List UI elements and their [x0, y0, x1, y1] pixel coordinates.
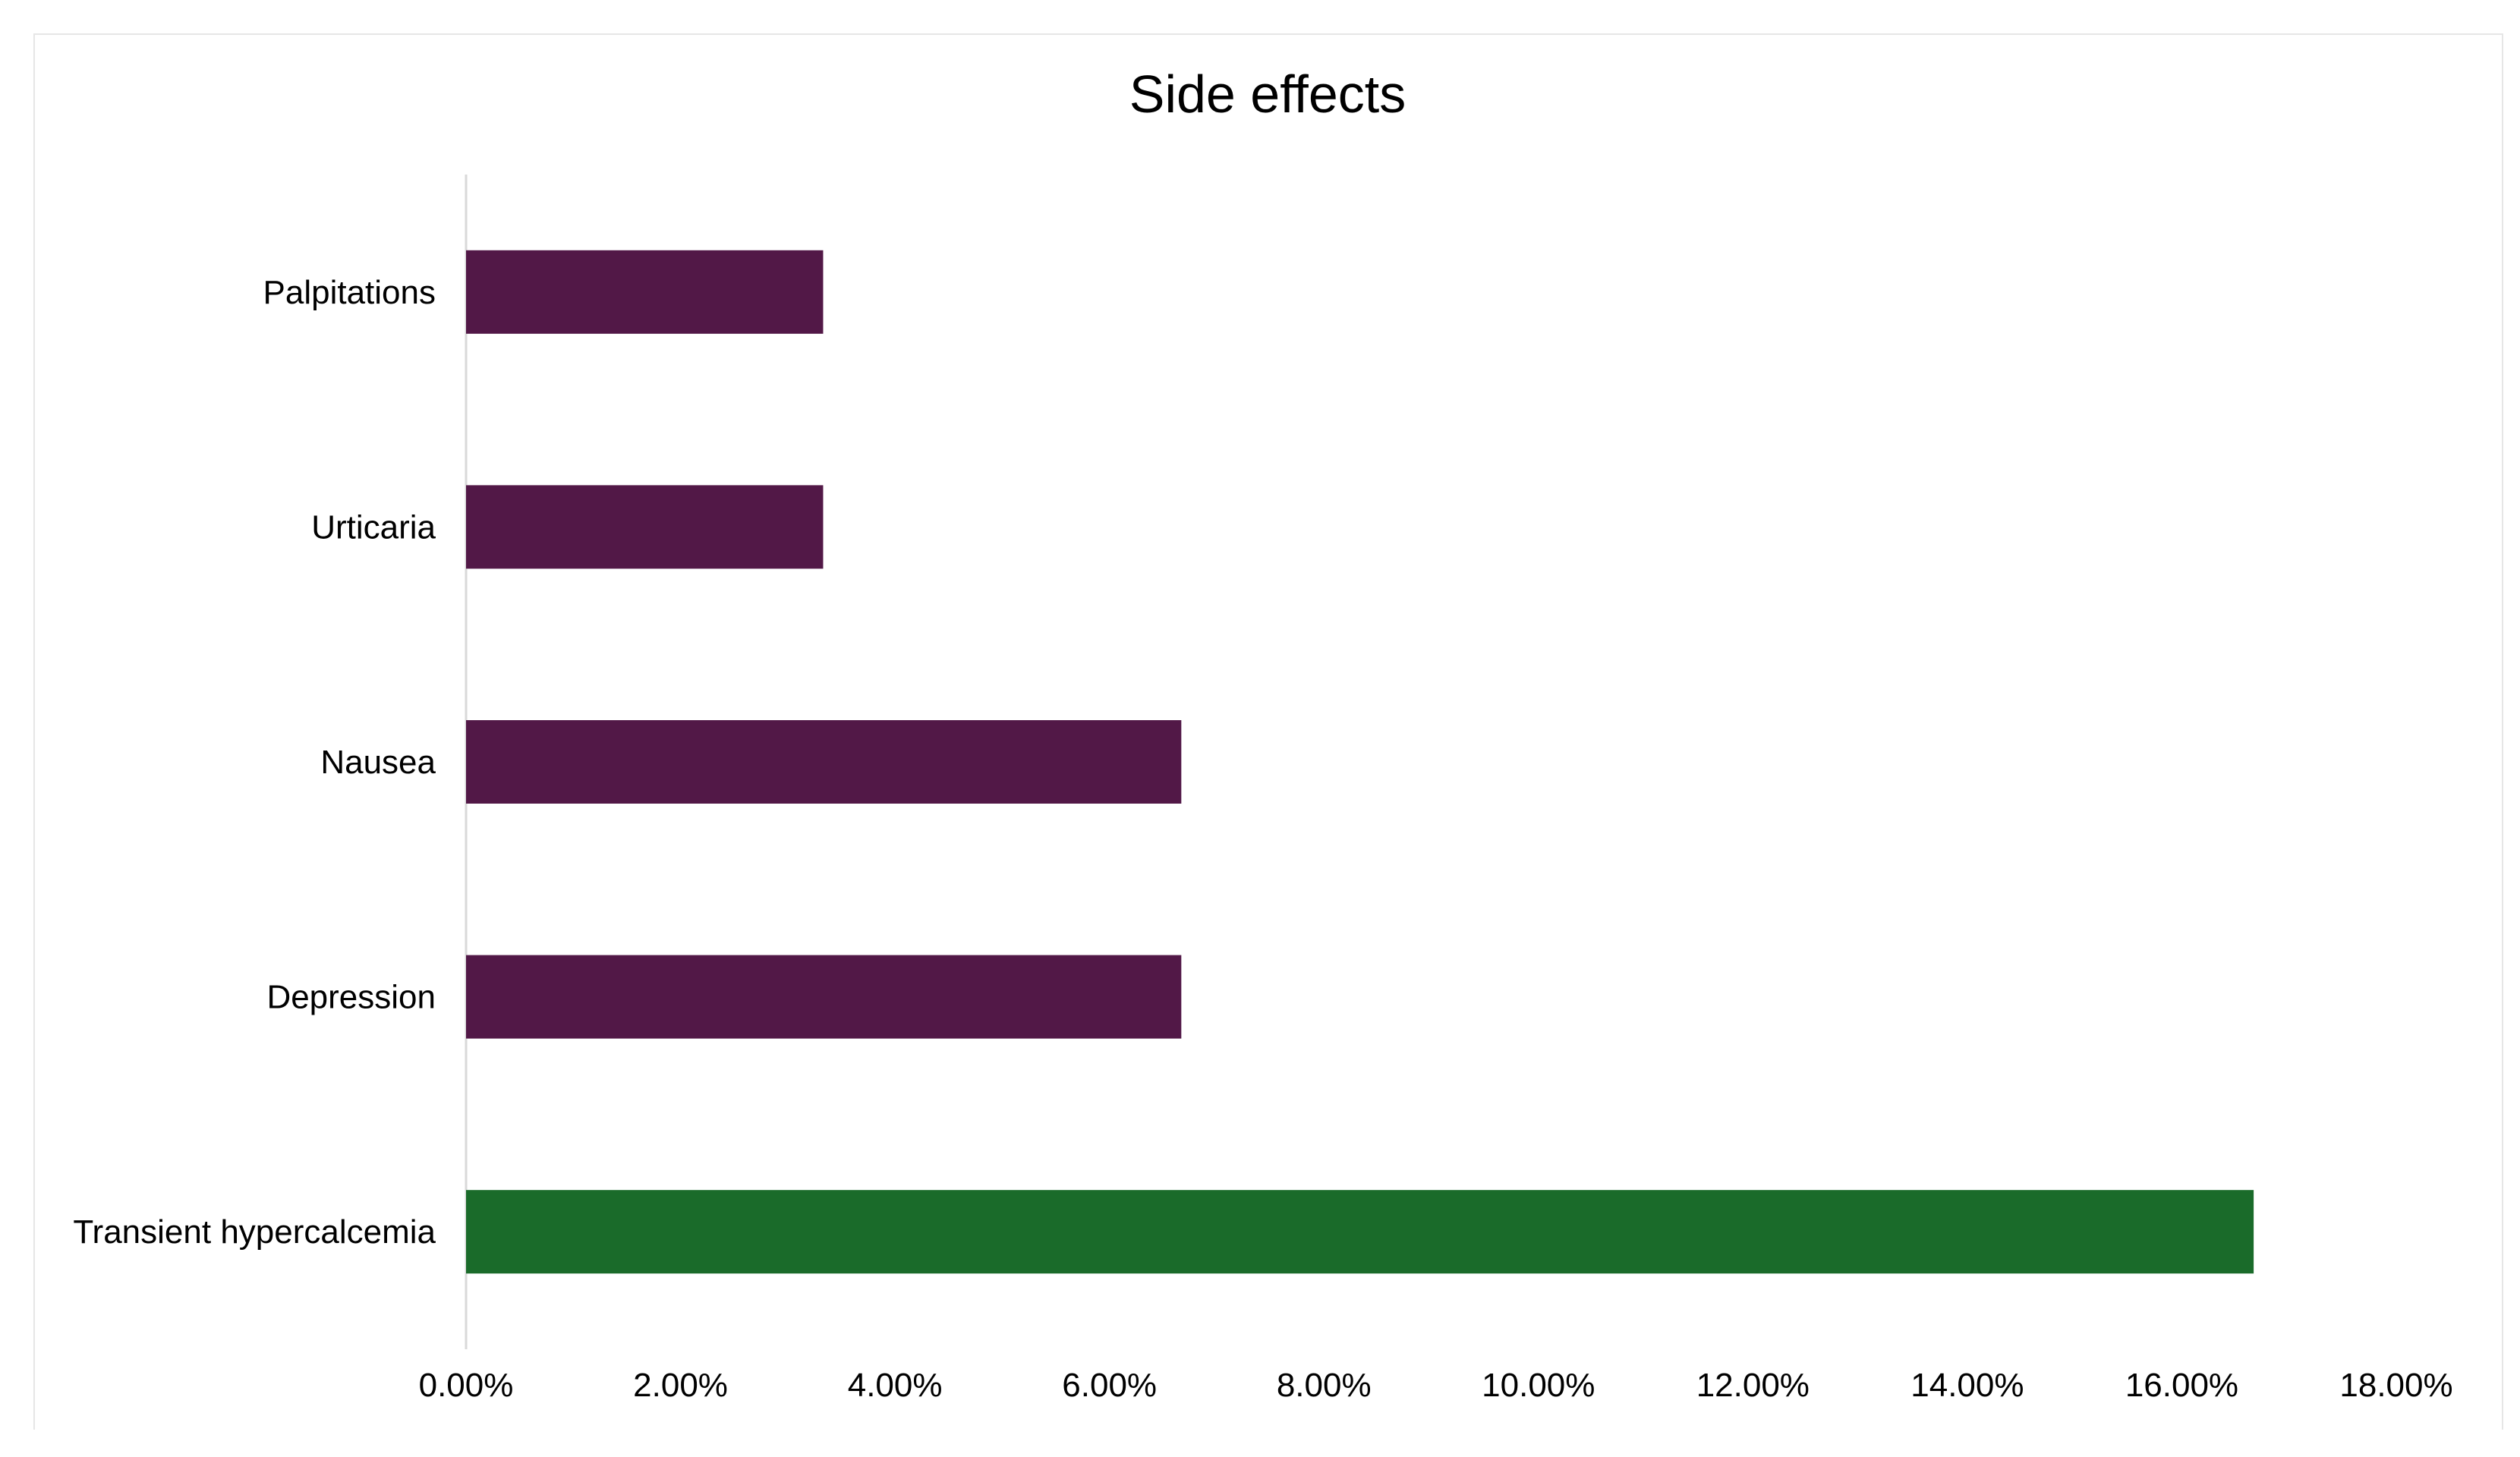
- x-tick-label: 16.00%: [2125, 1367, 2238, 1404]
- x-tick-label: 6.00%: [1062, 1367, 1157, 1404]
- bar-nausea: [466, 720, 1182, 804]
- category-label-urticaria: Urticaria: [311, 508, 436, 546]
- category-label-palpitations: Palpitations: [263, 274, 436, 311]
- x-tick-label: 4.00%: [848, 1367, 943, 1404]
- bar-transient-hypercalcemia: [466, 1190, 2254, 1274]
- x-axis-tick-labels: 0.00% 2.00% 4.00% 6.00% 8.00% 10.00% 12.00% 14.…: [419, 1367, 2453, 1404]
- x-tick-label: 14.00%: [1910, 1367, 2024, 1404]
- category-label-transient-hypercalcemia: Transient hypercalcemia: [73, 1213, 436, 1251]
- x-tick-label: 2.00%: [633, 1367, 728, 1404]
- chart-title: Side effects: [1129, 65, 1406, 124]
- x-tick-label: 12.00%: [1696, 1367, 1810, 1404]
- category-label-nausea: Nausea: [320, 744, 436, 781]
- bar-depression: [466, 955, 1182, 1039]
- category-labels: Palpitations Urticaria Nausea Depression Tra…: [73, 274, 436, 1251]
- x-tick-label: 8.00%: [1277, 1367, 1372, 1404]
- bar-urticaria: [466, 485, 824, 569]
- x-tick-label: 0.00%: [419, 1367, 514, 1404]
- bars-group: [466, 250, 2254, 1274]
- x-tick-label: 18.00%: [2339, 1367, 2452, 1404]
- category-label-depression: Depression: [266, 979, 436, 1016]
- bar-palpitations: [466, 250, 824, 334]
- x-tick-label: 10.00%: [1482, 1367, 1595, 1404]
